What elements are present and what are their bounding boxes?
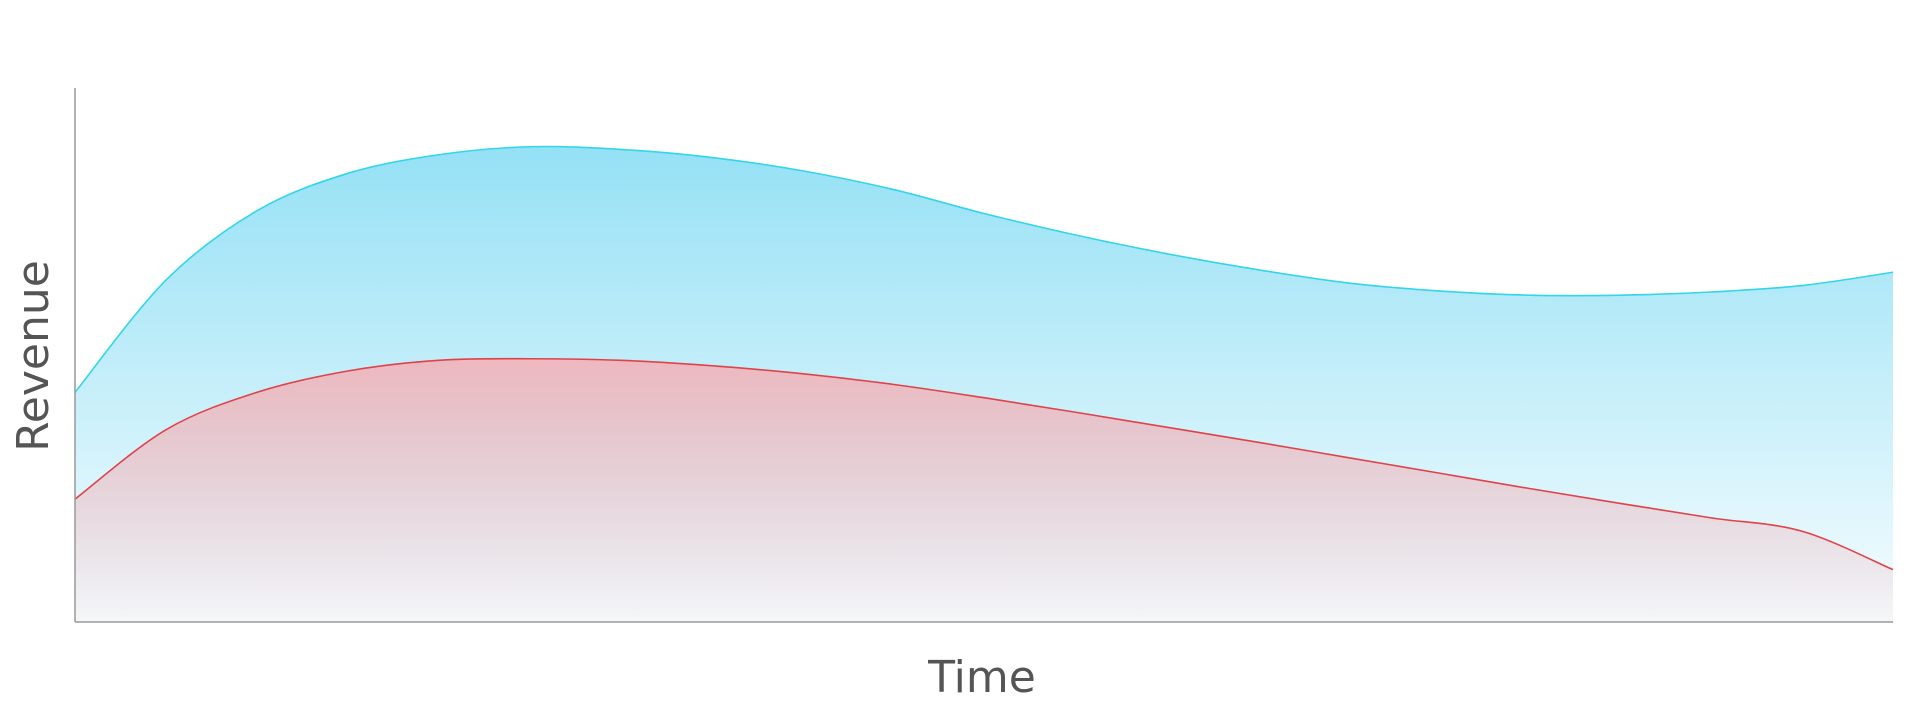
y-axis-label: Revenue [8, 260, 59, 452]
series-1-line [74, 145, 1894, 393]
series-2-line [74, 357, 1894, 571]
lines-layer [74, 145, 1894, 571]
areas-layer [75, 146, 1893, 622]
x-axis-label: Time [927, 652, 1036, 703]
series-2-area [75, 358, 1893, 622]
